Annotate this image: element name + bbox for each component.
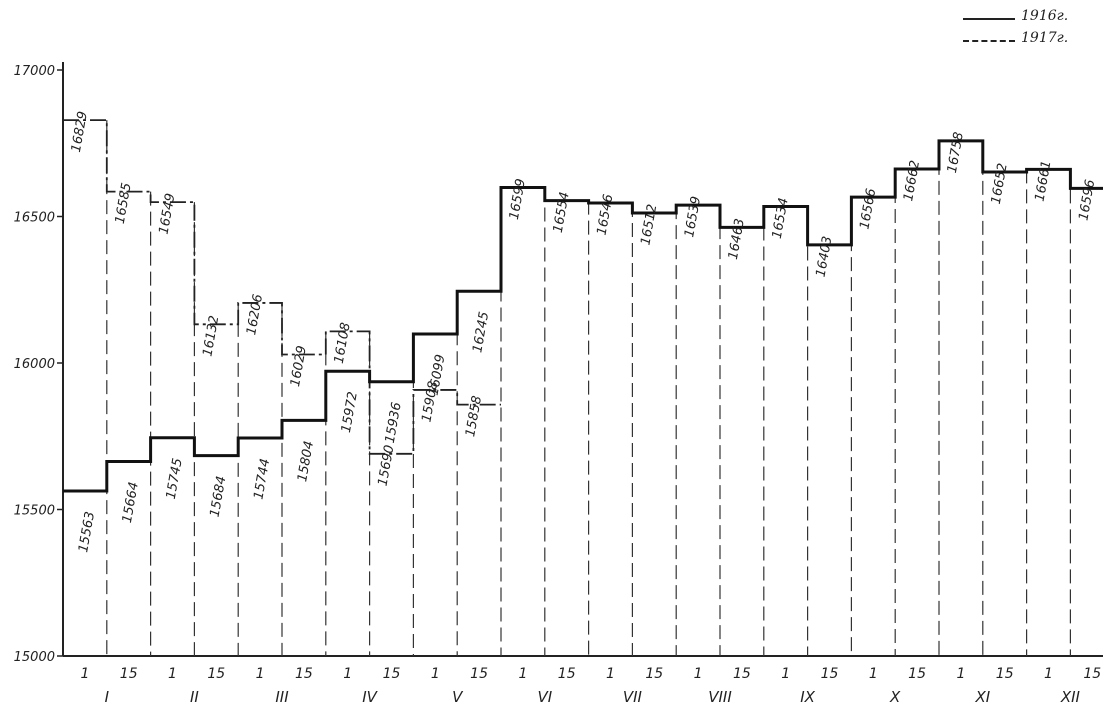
data-label-1916: 16099 [427, 353, 449, 396]
x-day-label: 1 [956, 666, 965, 682]
data-label-1916: 16554 [551, 191, 573, 234]
chart-legend: 1916г. 1917г. [963, 8, 1093, 52]
x-day-label: 1 [343, 666, 352, 682]
data-label-1916: 15745 [164, 457, 186, 500]
data-label-1916: 16652 [989, 162, 1011, 205]
data-label-1917: 16029 [288, 345, 310, 388]
x-day-label: 1 [518, 666, 527, 682]
x-day-label: 15 [996, 666, 1014, 682]
x-day-label: 1 [869, 666, 878, 682]
x-day-label: 1 [80, 666, 89, 682]
x-day-label: 15 [558, 666, 576, 682]
legend-swatch-dashed [963, 40, 1015, 42]
x-day-label: 1 [431, 666, 440, 682]
data-label-1916: 15936 [383, 401, 405, 444]
data-label-1916: 16546 [595, 193, 617, 236]
data-label-1917: 15690 [376, 444, 398, 487]
series-1916-line [63, 139, 1103, 493]
data-label-1916: 16599 [507, 178, 529, 221]
data-label-1917: 16585 [113, 182, 135, 225]
y-tick-label: 15000 [14, 650, 55, 665]
y-tick-label: 16000 [14, 357, 55, 372]
y-tick-label: 15500 [14, 504, 55, 519]
x-month-label: VII [623, 688, 643, 706]
legend-label-1917: 1917г. [1021, 30, 1069, 46]
data-label-1916: 16463 [726, 217, 748, 260]
data-label-1916: 16596 [1076, 178, 1098, 221]
x-month-label: III [275, 688, 289, 706]
data-label-1916: 16534 [770, 197, 792, 240]
x-day-label: 1 [694, 666, 703, 682]
x-month-label: II [190, 688, 199, 706]
x-day-label: 15 [1083, 666, 1101, 682]
data-label-1916: 16758 [945, 131, 967, 174]
data-label-1917: 16206 [244, 293, 266, 336]
x-day-label: 15 [470, 666, 488, 682]
x-month-label: VIII [708, 688, 732, 706]
data-label-1916: 16403 [814, 235, 836, 278]
data-label-1916: 15563 [76, 510, 98, 553]
y-tick-label: 17000 [14, 64, 55, 79]
x-month-label: I [105, 688, 110, 706]
data-label-1917: 16549 [157, 192, 179, 235]
data-label-1916: 15664 [120, 481, 142, 524]
x-day-label: 1 [256, 666, 265, 682]
x-month-label: XI [974, 688, 990, 706]
data-label-1916: 16662 [901, 159, 923, 202]
chart-axes [57, 62, 1103, 657]
legend-item-1916: 1916г. [963, 8, 1093, 30]
data-label-1917: 16829 [69, 110, 91, 153]
data-label-1917: 15858 [463, 395, 485, 438]
x-month-label: X [889, 688, 901, 706]
series-1917-line [63, 119, 501, 455]
x-day-label: 15 [207, 666, 225, 682]
x-day-label: 1 [1044, 666, 1053, 682]
x-day-label: 15 [120, 666, 138, 682]
x-month-label: V [452, 688, 464, 706]
x-day-label: 15 [295, 666, 313, 682]
x-month-label: XII [1060, 688, 1081, 706]
data-label-1916: 15804 [295, 440, 317, 483]
x-day-label: 15 [908, 666, 926, 682]
x-day-label: 15 [733, 666, 751, 682]
data-label-1916: 16512 [638, 203, 660, 246]
data-label-1916: 16661 [1033, 159, 1055, 202]
data-label-1916: 16245 [470, 311, 492, 354]
legend-swatch-solid [963, 18, 1015, 20]
x-day-label: 1 [606, 666, 615, 682]
data-label-1917: 16108 [332, 321, 354, 364]
chart-labels: 15000 15500 16000 16500 17000 1 15 1 15 1 15 1 15 1 15… [14, 64, 1102, 706]
x-month-label: VI [537, 688, 552, 706]
x-month-label: IV [362, 688, 378, 706]
data-label-1916: 15684 [208, 475, 230, 518]
data-label-1916: 15972 [339, 391, 361, 434]
legend-label-1916: 1916г. [1021, 8, 1069, 24]
x-day-label: 15 [821, 666, 839, 682]
data-label-1917: 15908 [419, 380, 441, 423]
data-label-1916: 16566 [857, 187, 879, 230]
x-month-label: IX [800, 688, 815, 706]
chart-marks [63, 119, 1103, 656]
x-day-label: 1 [168, 666, 177, 682]
y-tick-label: 16500 [14, 211, 55, 226]
x-day-label: 15 [383, 666, 401, 682]
data-label-1916: 16539 [682, 195, 704, 238]
legend-item-1917: 1917г. [963, 30, 1093, 52]
data-label-1917: 16132 [200, 314, 222, 357]
data-label-1916: 15744 [251, 457, 273, 500]
x-day-label: 15 [645, 666, 663, 682]
x-day-label: 1 [781, 666, 790, 682]
